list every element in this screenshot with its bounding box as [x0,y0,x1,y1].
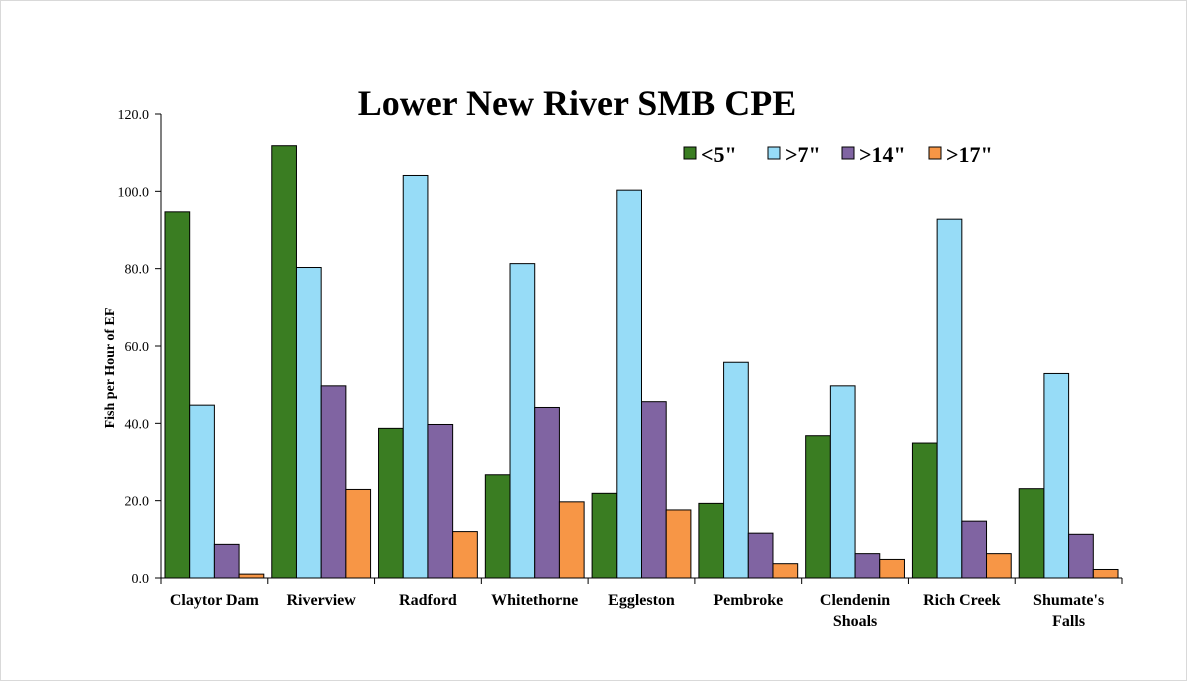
bars-group [164,145,1119,579]
chart-title: Lower New River SMB CPE [358,83,797,123]
bar-4-9 [1092,568,1119,579]
bar-4-8 [986,553,1012,579]
x-tick-label: Rich Creek [923,592,1001,609]
legend-swatch [683,146,697,160]
bar-4-4 [558,501,585,579]
x-tick-label: Claytor Dam [170,592,260,609]
bar-2-8 [936,218,963,579]
bar-2-3 [402,174,429,579]
x-tick-label: Pembroke [713,592,783,609]
legend: <5" >7" >14" >17" [683,142,993,167]
bar-4-5 [665,509,692,579]
y-tick-label: 100.0 [118,185,150,200]
x-tick-label: Riverview [287,592,357,609]
bar-1-4 [484,474,511,579]
x-tick-label: Eggleston [608,592,675,609]
legend-label: >17" [946,142,993,167]
bar-4-6 [772,563,799,579]
bar-4-3 [452,531,478,579]
bar-1-9 [1018,488,1045,579]
bar-3-2 [320,385,347,579]
x-tick-label: Clendenin [820,592,890,609]
bar-3-1 [213,543,240,579]
bar-4-1 [238,573,265,579]
x-tick-label: Whitethorne [491,592,578,609]
bar-1-3 [378,427,404,579]
x-tick-label: Falls [1052,613,1085,630]
legend-label: >7" [785,142,821,167]
bar-2-4 [509,263,536,579]
legend-swatch [928,146,942,160]
bar-3-7 [854,553,881,579]
y-tick-label: 40.0 [125,417,150,432]
bar-2-2 [295,267,322,579]
bar-1-8 [911,442,938,579]
bar-2-9 [1043,372,1070,579]
legend-swatch [841,146,855,160]
legend-label: >14" [859,142,906,167]
bar-3-9 [1068,533,1094,579]
bar-1-2 [271,145,297,579]
bar-1-1 [164,211,191,579]
y-tick-label: 60.0 [125,340,150,355]
x-tick-label: Shoals [833,613,877,630]
bar-3-8 [961,520,988,579]
y-tick-label: 20.0 [125,495,150,510]
y-tick-label: 80.0 [125,263,150,278]
bar-1-5 [591,492,618,579]
x-tick-label: Shumate's [1033,592,1104,609]
y-axis-label: Fish per Hour of EF [103,308,118,429]
legend-swatch [767,146,781,160]
bar-1-7 [805,435,831,579]
legend-label: <5" [701,142,737,167]
bar-3-5 [641,401,667,579]
bar-3-3 [427,423,454,579]
bar-1-6 [698,502,725,579]
bar-4-7 [879,558,905,579]
bar-2-6 [723,361,749,579]
axes-group: 0.0 20.0 40.0 60.0 80.0 100.0 120.0 Claytor Dam… [118,108,1123,630]
bar-4-2 [345,488,372,579]
bar-2-1 [189,404,215,579]
bar-2-5 [616,189,642,579]
bar-3-6 [747,532,774,579]
bar-3-4 [534,406,560,579]
bar-2-7 [829,385,856,579]
y-tick-label: 0.0 [132,572,150,587]
y-tick-label: 120.0 [118,108,150,123]
x-tick-label: Radford [399,592,457,609]
